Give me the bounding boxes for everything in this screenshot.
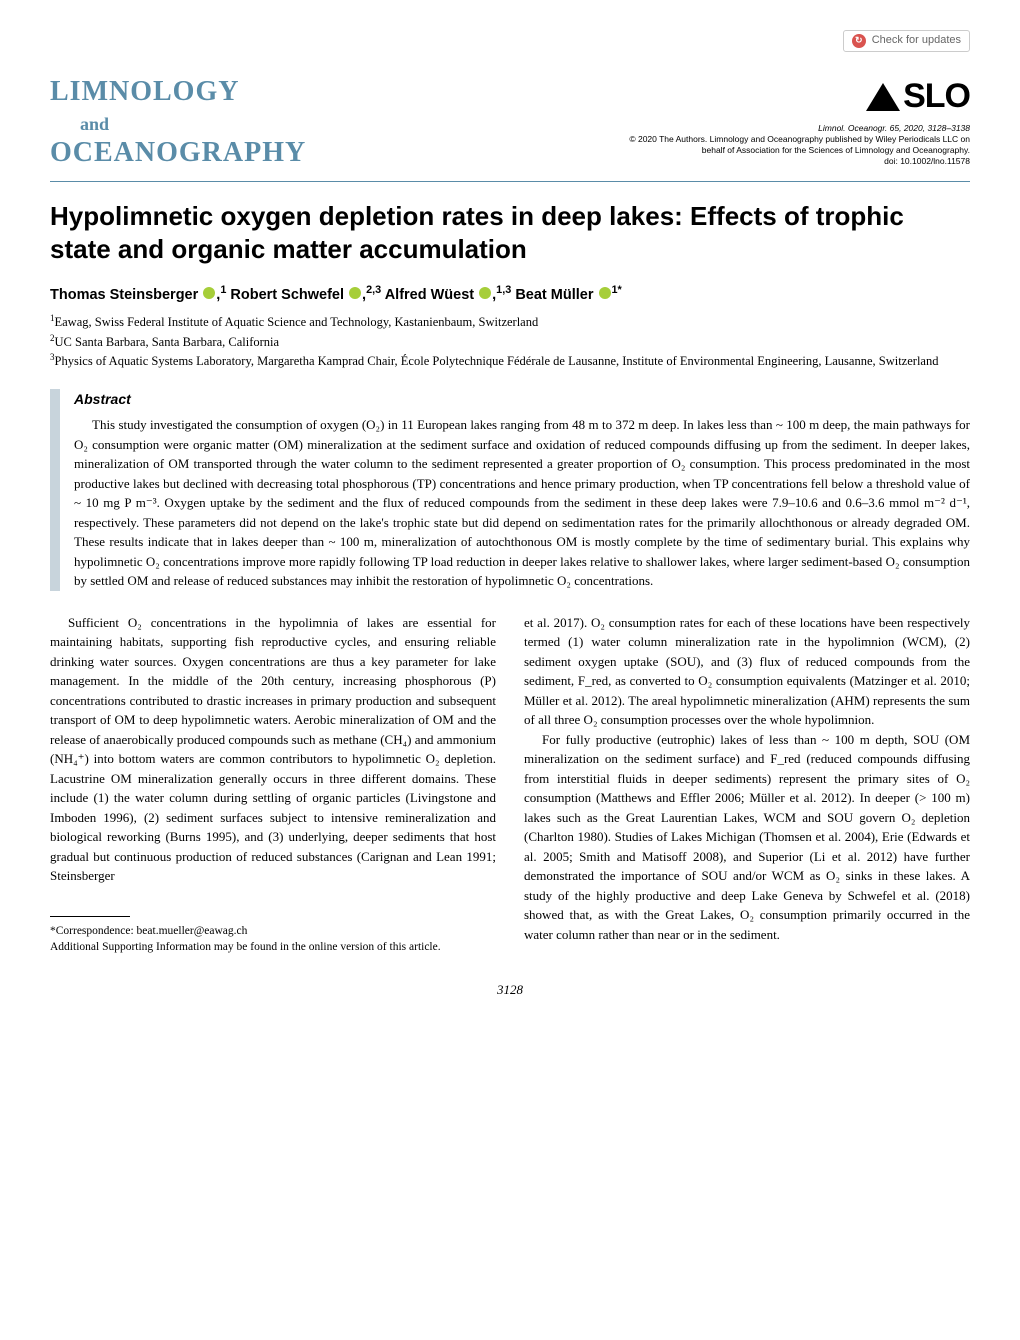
body-right-p1: et al. 2017). O₂ consumption rates for e… [524, 613, 970, 730]
author-3-aff: 1,3 [496, 284, 511, 296]
author-2-name: Robert Schwefel [230, 287, 344, 303]
abstract-heading: Abstract [74, 389, 970, 409]
aslo-text: SLO [903, 72, 970, 121]
copyright-line: © 2020 The Authors. Limnology and Oceano… [629, 134, 970, 145]
affiliations: 1Eawag, Swiss Federal Institute of Aquat… [50, 312, 970, 371]
header-divider [50, 181, 970, 182]
orcid-icon[interactable] [599, 287, 611, 299]
publisher-block: SLO Limnol. Oceanogr. 65, 2020, 3128–313… [629, 72, 970, 167]
affiliation-2-text: UC Santa Barbara, Santa Barbara, Califor… [55, 335, 280, 349]
body-columns: Sufficient O₂ concentrations in the hypo… [50, 613, 970, 955]
journal-line3: OCEANOGRAPHY [50, 133, 306, 174]
abstract-bar [50, 389, 60, 591]
affiliation-2: 2UC Santa Barbara, Santa Barbara, Califo… [50, 332, 970, 352]
author-2-aff: 2,3 [366, 284, 381, 296]
footnote-supporting: Additional Supporting Information may be… [50, 939, 496, 955]
orcid-icon[interactable] [203, 287, 215, 299]
orcid-icon[interactable] [349, 287, 361, 299]
aslo-logo: SLO [629, 72, 970, 121]
affiliation-3-text: Physics of Aquatic Systems Laboratory, M… [55, 355, 939, 369]
citation: Limnol. Oceanogr. 65, 2020, 3128–3138 [818, 123, 970, 133]
author-4-aff: 1* [612, 284, 622, 296]
behalf-line: behalf of Association for the Sciences o… [629, 145, 970, 156]
author-1-aff: 1 [220, 284, 226, 296]
authors-line: Thomas Steinsberger ,1 Robert Schwefel ,… [50, 283, 970, 306]
affiliation-3: 3Physics of Aquatic Systems Laboratory, … [50, 351, 970, 371]
journal-line1: LIMNOLOGY [50, 72, 306, 113]
left-column: Sufficient O₂ concentrations in the hypo… [50, 613, 496, 955]
right-column: et al. 2017). O₂ consumption rates for e… [524, 613, 970, 955]
affiliation-1-text: Eawag, Swiss Federal Institute of Aquati… [55, 315, 539, 329]
check-updates-icon: ↻ [852, 34, 866, 48]
page-number: 3128 [50, 981, 970, 1000]
journal-title-block: LIMNOLOGY and OCEANOGRAPHY [50, 72, 306, 173]
author-1-name: Thomas Steinsberger [50, 287, 198, 303]
article-title: Hypolimnetic oxygen depletion rates in d… [50, 200, 970, 265]
top-bar: ↻ Check for updates [50, 30, 970, 52]
check-updates-label: Check for updates [872, 33, 961, 49]
header-row: LIMNOLOGY and OCEANOGRAPHY SLO Limnol. O… [50, 72, 970, 173]
author-3-name: Alfred Wüest [385, 287, 474, 303]
orcid-icon[interactable] [479, 287, 491, 299]
footnote-correspondence: *Correspondence: beat.mueller@eawag.ch [50, 923, 496, 939]
affiliation-1: 1Eawag, Swiss Federal Institute of Aquat… [50, 312, 970, 332]
footnote-rule [50, 916, 130, 917]
check-updates-button[interactable]: ↻ Check for updates [843, 30, 970, 52]
abstract-text: This study investigated the consumption … [74, 415, 970, 591]
doi-line: doi: 10.1002/lno.11578 [629, 156, 970, 167]
body-right-p2: For fully productive (eutrophic) lakes o… [524, 730, 970, 945]
body-left-p1: Sufficient O₂ concentrations in the hypo… [50, 613, 496, 886]
author-4-name: Beat Müller [515, 287, 593, 303]
abstract-content: Abstract This study investigated the con… [74, 389, 970, 591]
aslo-triangle-icon [866, 83, 900, 111]
abstract-section: Abstract This study investigated the con… [50, 389, 970, 591]
publication-info: Limnol. Oceanogr. 65, 2020, 3128–3138 © … [629, 123, 970, 167]
